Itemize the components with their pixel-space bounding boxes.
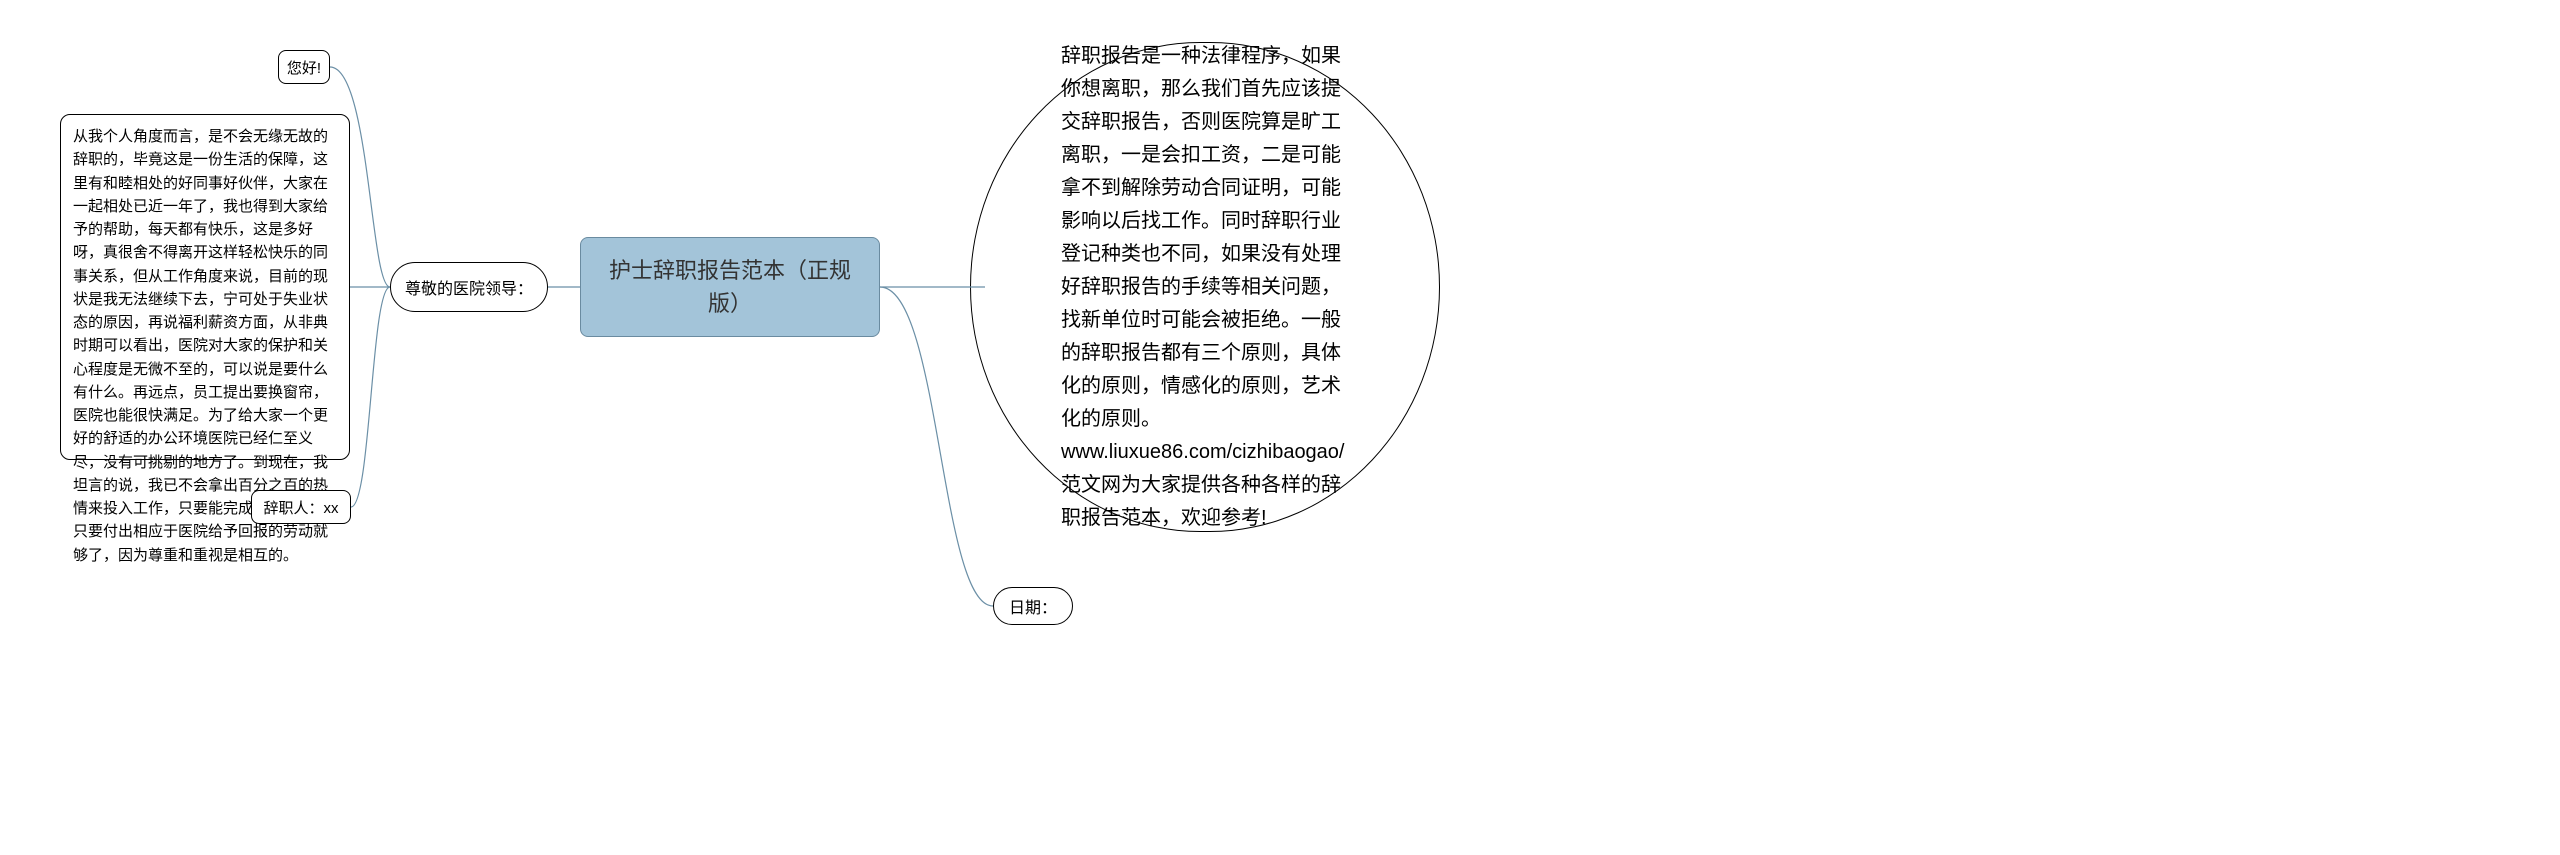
connector-leader-signer (351, 282, 390, 515)
date-node: 日期： (993, 587, 1073, 625)
hello-node: 您好! (278, 50, 330, 84)
center-node: 护士辞职报告范本（正规版） (580, 237, 880, 337)
signer-text: 辞职人：xx (263, 497, 338, 518)
leader-node: 尊敬的医院领导： (390, 262, 548, 312)
intro-node: 辞职报告是一种法律程序，如果你想离职，那么我们首先应该提交辞职报告，否则医院算是… (970, 42, 1440, 532)
date-text: 日期： (1009, 594, 1057, 618)
signer-node: 辞职人：xx (251, 490, 351, 524)
connector-leader-body (350, 282, 390, 292)
center-text: 护士辞职报告范本（正规版） (601, 254, 859, 320)
intro-text: 辞职报告是一种法律程序，如果你想离职，那么我们首先应该提交辞职报告，否则医院算是… (1061, 40, 1349, 535)
body-node: 从我个人角度而言，是不会无缘无故的辞职的，毕竟这是一份生活的保障，这里有和睦相处… (60, 114, 350, 460)
leader-text: 尊敬的医院领导： (405, 275, 533, 299)
connector-center-leader (548, 282, 580, 292)
hello-text: 您好! (287, 57, 321, 78)
